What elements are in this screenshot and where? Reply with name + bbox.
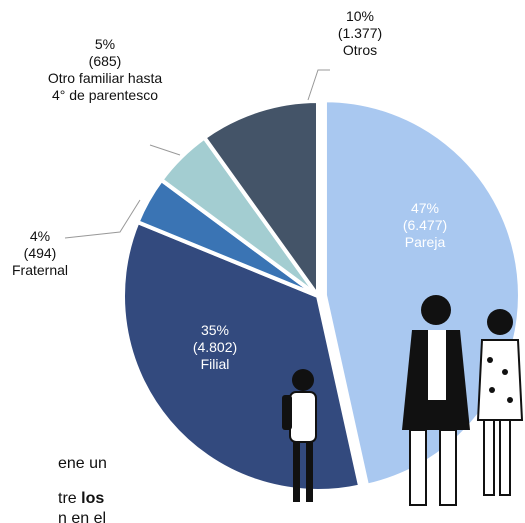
- slice-label: 4% (494) Fraternal: [0, 228, 80, 279]
- count-label: (4.802): [192, 339, 238, 355]
- body-text: tre: [58, 490, 77, 507]
- count-label: (1.377): [337, 25, 383, 41]
- illustration: [282, 295, 524, 506]
- count-label: (494): [23, 245, 57, 261]
- slice-label: 35% (4.802) Filial: [170, 322, 260, 373]
- count-label: (6.477): [402, 217, 448, 233]
- category-label: Otros: [342, 42, 378, 58]
- pie-slice: [201, 98, 320, 303]
- slice-label: 10% (1.377) Otros: [310, 8, 410, 59]
- value-label: 47%: [410, 200, 440, 216]
- leader-line: [149, 144, 181, 156]
- category-label: Fraternal: [11, 262, 69, 278]
- value-label: 10%: [345, 8, 375, 24]
- body-text-bold: los: [81, 490, 105, 507]
- slice-label: 47% (6.477) Pareja: [380, 200, 470, 251]
- value-label: 4%: [29, 228, 51, 244]
- body-text: tre los: [58, 490, 104, 508]
- category-label: Pareja: [404, 234, 446, 250]
- leader-line: [307, 69, 330, 101]
- slice-label: 5% (685) Otro familiar hasta 4° de parente…: [40, 36, 170, 104]
- count-label: (685): [88, 53, 122, 69]
- leader-line: [64, 199, 141, 239]
- category-label: Filial: [200, 356, 230, 372]
- value-label: 5%: [94, 36, 116, 52]
- value-label: 35%: [200, 322, 230, 338]
- body-text: ene un: [58, 455, 107, 472]
- body-text: n en el: [58, 510, 107, 523]
- category-label: Otro familiar hasta 4° de parentesco: [47, 70, 163, 103]
